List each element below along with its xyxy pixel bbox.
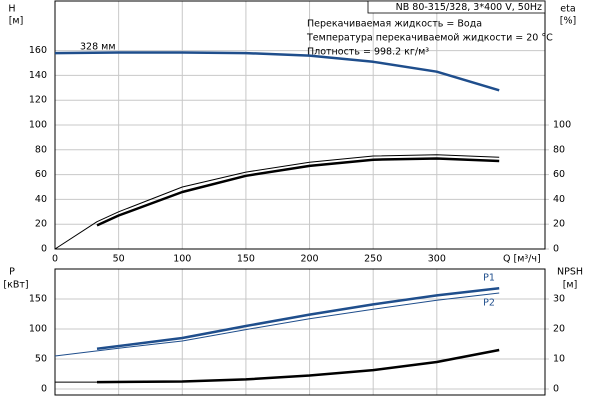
- y-tick-label: 40: [35, 194, 47, 205]
- curve-label: 328 мм: [80, 42, 116, 53]
- x-tick-label: 0: [52, 254, 58, 265]
- y2-tick-label: 0: [553, 244, 559, 255]
- y2-axis-label: eta: [560, 4, 575, 15]
- x-tick-label: 250: [364, 254, 382, 265]
- info-note: Плотность = 998.2 кг/м³: [307, 47, 429, 58]
- y2-tick-label: 30: [553, 294, 565, 305]
- y2-tick-label: 0: [553, 384, 559, 395]
- y-tick-label: 0: [41, 244, 47, 255]
- curve: [54, 51, 500, 92]
- x-tick-label: 150: [237, 254, 255, 265]
- y-axis-unit: [кВт]: [3, 280, 28, 291]
- x-tick-label: 100: [173, 254, 191, 265]
- chart-title: NB 80-315/328, 3*400 V, 50Hz: [396, 2, 542, 13]
- x-tick-label: 200: [300, 254, 318, 265]
- x-tick-label: 50: [113, 254, 125, 265]
- curve: [54, 154, 500, 250]
- y-tick-label: 50: [35, 354, 47, 365]
- y2-axis-unit: [%]: [560, 16, 576, 27]
- y-tick-label: 100: [29, 324, 47, 335]
- y2-tick-label: 40: [553, 194, 565, 205]
- info-note: Перекачиваемая жидкость = Вода: [307, 19, 482, 30]
- info-box: [367, 0, 546, 14]
- y2-tick-label: 80: [553, 144, 565, 155]
- y-tick-label: 160: [29, 45, 47, 56]
- y-tick-label: 0: [41, 384, 47, 395]
- curve-label: P1: [483, 273, 495, 284]
- y2-tick-label: 10: [553, 354, 565, 365]
- y-tick-label: 60: [35, 169, 47, 180]
- curve: [96, 157, 500, 227]
- y-tick-label: 80: [35, 144, 47, 155]
- y-axis-unit: [м]: [9, 16, 24, 27]
- y2-axis-label: NPSH: [557, 267, 583, 278]
- curve: [96, 286, 500, 351]
- y-tick-label: 150: [29, 294, 47, 305]
- y-tick-label: 120: [29, 95, 47, 106]
- y-axis-label: P: [9, 267, 15, 278]
- y2-tick-label: 20: [553, 324, 565, 335]
- plot-frame: [54, 268, 546, 396]
- x-axis-label: Q [м³/ч]: [503, 254, 541, 265]
- plot-frame: [54, 0, 546, 250]
- y2-tick-label: 100: [553, 120, 571, 131]
- info-note: Температура перекачиваемой жидкости = 20…: [306, 33, 553, 44]
- y2-tick-label: 60: [553, 169, 565, 180]
- y2-axis-unit: [м]: [563, 280, 578, 291]
- curve-label: P2: [483, 298, 495, 309]
- y-axis-label: H: [8, 4, 15, 15]
- y-tick-label: 100: [29, 120, 47, 131]
- y-tick-label: 20: [35, 219, 47, 230]
- y-tick-label: 140: [29, 70, 47, 81]
- curve: [96, 348, 500, 384]
- y2-tick-label: 20: [553, 219, 565, 230]
- x-tick-label: 300: [428, 254, 446, 265]
- curve: [54, 292, 500, 357]
